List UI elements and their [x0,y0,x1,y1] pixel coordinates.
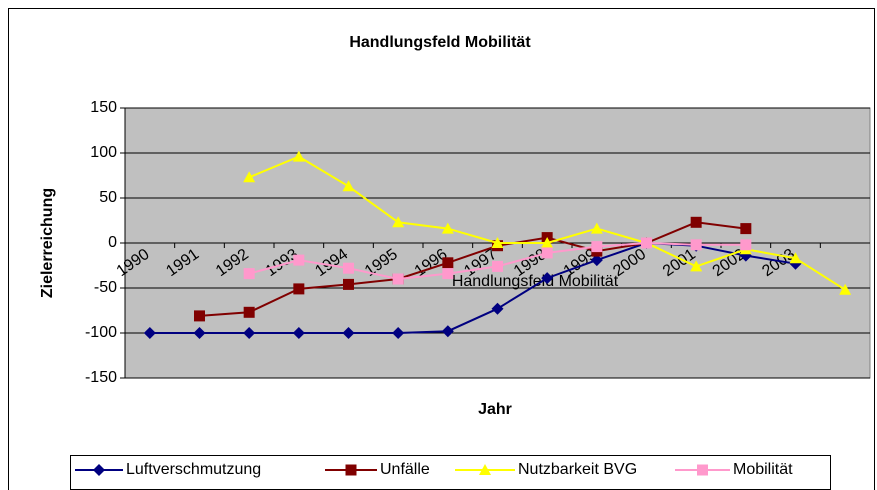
y-tick-label: 150 [90,99,117,116]
marker [392,216,405,228]
y-axis-label: Zielerreichung [39,188,56,298]
marker [479,464,491,475]
marker [243,327,256,339]
marker [590,222,603,234]
marker [690,216,702,228]
marker [292,327,305,339]
legend-label: Mobilität [733,461,793,478]
marker [342,327,355,339]
marker [441,325,454,338]
marker [690,260,703,272]
marker [342,180,355,192]
marker [442,268,454,280]
chart-title: Handlungsfeld Mobilität [349,34,531,51]
series-line [199,221,746,317]
marker [143,327,156,339]
y-tick-label: -100 [85,324,117,341]
marker [293,254,305,266]
y-tick-label: -150 [85,369,117,386]
legend-label: Luftverschmutzung [126,461,261,478]
legend-label: Unfälle [380,461,430,478]
marker [541,247,553,259]
marker [343,278,354,290]
x-axis-label: Jahr [478,401,512,418]
marker [491,302,504,315]
marker [193,327,206,339]
marker [243,306,255,318]
marker [839,283,852,295]
marker [789,252,802,264]
marker [690,239,702,251]
marker [293,283,305,295]
marker [641,237,652,249]
marker [441,222,454,234]
marker [93,464,105,476]
y-tick-label: 0 [108,234,117,251]
y-tick-label: -50 [94,279,117,296]
marker [292,150,305,162]
marker [392,273,404,285]
marker [345,464,357,476]
marker [343,262,354,274]
marker [740,239,752,251]
marker [591,241,603,253]
marker [442,257,454,269]
marker [541,237,554,248]
legend-label: Nutzbarkeit BVG [518,461,637,478]
marker [243,268,255,280]
annotation: Handlungsfeld Mobilität [452,273,619,290]
marker [740,223,752,235]
marker [492,260,503,272]
marker [392,327,405,339]
y-tick-label: 50 [99,189,117,206]
marker [243,171,256,183]
marker [697,464,708,476]
marker [194,310,205,322]
marker [541,272,554,285]
marker [590,254,603,267]
marker [491,237,504,248]
y-tick-label: 100 [90,144,117,161]
